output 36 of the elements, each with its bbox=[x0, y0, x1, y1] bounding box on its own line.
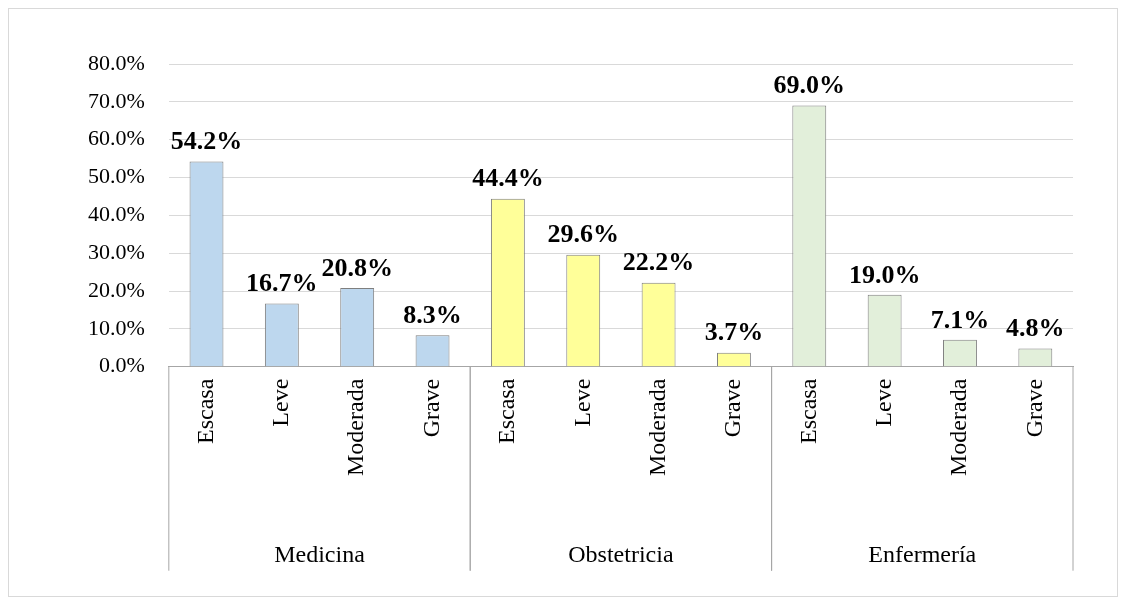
y-tick-label: 20.0% bbox=[88, 276, 145, 302]
data-label: 54.2% bbox=[170, 126, 243, 156]
y-tick-label: 80.0% bbox=[88, 49, 145, 75]
x-tick-label: Moderada bbox=[342, 378, 369, 477]
x-tick-label: Escasa bbox=[191, 378, 218, 445]
x-tick-label: Leve bbox=[267, 378, 294, 427]
y-tick-label: 10.0% bbox=[88, 314, 145, 340]
data-label: 69.0% bbox=[773, 70, 846, 100]
y-tick-label: 70.0% bbox=[88, 87, 145, 113]
y-tick-label: 60.0% bbox=[88, 125, 145, 151]
text: Obstetricia bbox=[568, 541, 674, 568]
data-label: 4.8% bbox=[1006, 313, 1065, 343]
data-label: 44.4% bbox=[472, 163, 544, 193]
x-tick-label: Moderada bbox=[643, 378, 670, 477]
y-tick-label: 30.0% bbox=[88, 238, 145, 264]
data-label: 8.3% bbox=[403, 300, 462, 330]
x-tick-label: Grave bbox=[719, 378, 746, 438]
y-tick-label: 40.0% bbox=[88, 201, 145, 227]
text: Enfermería bbox=[868, 541, 977, 568]
x-tick-label: Escasa bbox=[493, 378, 520, 445]
data-label: 3.7% bbox=[704, 317, 764, 347]
y-tick-label: 50.0% bbox=[88, 163, 145, 189]
x-tick-label: Grave bbox=[1020, 378, 1047, 438]
data-label: 7.1% bbox=[930, 304, 990, 334]
x-tick-label: Grave bbox=[417, 378, 444, 438]
x-tick-label: Leve bbox=[568, 378, 595, 427]
data-label: 19.0% bbox=[848, 259, 921, 289]
data-label: 16.7% bbox=[246, 268, 318, 298]
x-tick-label: Leve bbox=[869, 378, 896, 427]
text: Medicina bbox=[274, 541, 366, 568]
x-tick-label: Moderada bbox=[945, 378, 972, 477]
y-tick-label: 0.0% bbox=[99, 352, 145, 378]
data-label: 20.8% bbox=[321, 252, 393, 282]
data-label: 22.2% bbox=[622, 247, 695, 277]
x-tick-label: Escasa bbox=[794, 378, 821, 445]
data-label: 29.6% bbox=[547, 219, 619, 249]
